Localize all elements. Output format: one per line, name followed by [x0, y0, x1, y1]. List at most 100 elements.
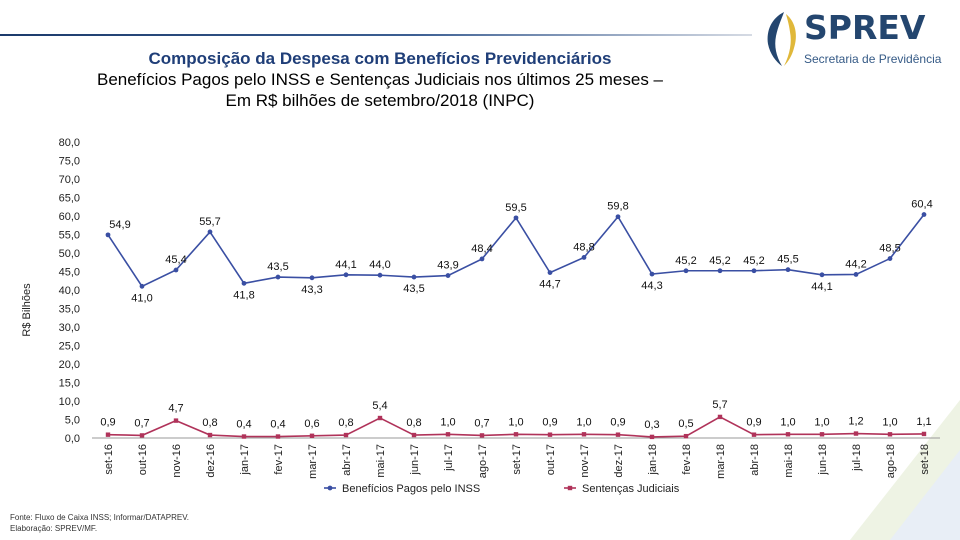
page-unit-note: Em R$ bilhões de setembro/2018 (INPC)	[225, 91, 535, 110]
data-point	[683, 268, 689, 274]
x-tick-label: ago-17	[477, 444, 489, 478]
sprev-logo-icon	[767, 12, 796, 66]
data-label: 1,2	[848, 416, 863, 428]
data-point	[785, 267, 791, 273]
data-label: 44,0	[369, 259, 390, 271]
data-label: 48,5	[879, 243, 900, 255]
data-label: 55,7	[199, 216, 220, 228]
data-point	[377, 415, 383, 421]
data-point	[343, 432, 349, 438]
data-point	[513, 215, 519, 221]
y-tick-label: 15,0	[59, 378, 80, 390]
y-tick-label: 55,0	[59, 230, 80, 242]
x-tick-label: jan-17	[239, 444, 251, 476]
header-rule	[0, 34, 752, 36]
data-label: 1,0	[780, 416, 795, 428]
x-tick-label: out-17	[545, 444, 557, 475]
legend-entry: Sentenças Judiciais	[582, 483, 680, 495]
data-label: 43,5	[267, 261, 288, 273]
legend-entry: Benefícios Pagos pelo INSS	[342, 483, 480, 495]
y-tick-label: 40,0	[59, 285, 80, 297]
data-point	[785, 432, 791, 437]
data-point	[683, 433, 689, 439]
x-tick-label: dez-17	[613, 444, 625, 478]
data-label: 54,9	[109, 219, 130, 231]
y-tick-label: 20,0	[59, 359, 80, 371]
data-point	[411, 432, 417, 438]
x-tick-label: mar-18	[715, 444, 727, 479]
data-label: 0,6	[304, 418, 319, 430]
data-point	[139, 433, 145, 438]
page-subtitle: Benefícios Pagos pelo INSS e Sentenças J…	[96, 70, 664, 89]
data-label: 1,0	[508, 416, 523, 428]
y-tick-label: 50,0	[59, 248, 80, 260]
y-tick-label: 80,0	[59, 137, 80, 149]
data-label: 0,9	[610, 417, 625, 429]
x-tick-label: out-16	[137, 444, 149, 475]
logo-subtitle: Secretaria de Previdência	[804, 52, 942, 66]
data-label: 0,8	[338, 417, 353, 429]
x-tick-label: nov-16	[171, 444, 183, 478]
data-point	[275, 434, 281, 439]
data-label: 1,0	[814, 416, 829, 428]
y-tick-label: 75,0	[59, 156, 80, 168]
data-point	[343, 272, 349, 278]
data-point	[615, 214, 621, 220]
data-point	[105, 232, 111, 238]
data-label: 48,8	[573, 241, 594, 253]
data-point	[445, 432, 451, 437]
logo-wordmark: SPREV	[804, 8, 926, 47]
data-label: 0,4	[236, 419, 251, 431]
data-point	[581, 255, 587, 260]
sprev-logo: SPREV Secretaria de Previdência	[762, 8, 952, 70]
x-tick-label: set-16	[103, 444, 115, 475]
data-point	[717, 268, 723, 274]
data-label: 4,7	[168, 403, 183, 415]
data-label: 45,2	[675, 255, 696, 267]
series-line	[107, 214, 925, 288]
data-point	[445, 273, 451, 278]
title-block: Composição da Despesa com Benefícios Pre…	[10, 48, 750, 111]
data-label: 0,3	[644, 419, 659, 431]
data-label: 0,9	[746, 417, 761, 429]
data-point	[207, 432, 213, 438]
data-point	[275, 274, 281, 280]
data-point	[853, 272, 859, 277]
data-point	[207, 229, 213, 235]
line-chart: 0,0 5,0 10,0 15,0 20,0 25,0 30,0 35,0 40,0 45,0 50…	[21, 137, 940, 495]
data-label: 45,2	[743, 255, 764, 267]
data-label: 59,5	[505, 202, 526, 214]
x-tick-label: jul-17	[443, 444, 455, 472]
y-tick-label: 5,0	[65, 415, 80, 427]
data-label: 43,5	[403, 283, 424, 295]
data-point	[105, 432, 111, 437]
x-tick-label: mai-17	[375, 444, 387, 478]
data-label: 59,8	[607, 201, 628, 213]
data-point	[479, 433, 485, 438]
data-point	[887, 256, 893, 261]
data-point	[173, 418, 179, 423]
data-label: 41,8	[233, 289, 254, 301]
x-tick-label: set-18	[919, 444, 931, 475]
data-label: 44,2	[845, 258, 866, 270]
data-point	[615, 432, 621, 437]
data-point	[751, 432, 757, 437]
data-point	[853, 431, 859, 436]
y-tick-label: 65,0	[59, 193, 80, 205]
x-tick-label: fev-17	[273, 444, 285, 475]
y-tick-label: 70,0	[59, 174, 80, 186]
footer: Fonte: Fluxo de Caixa INSS; Informar/DAT…	[10, 512, 189, 534]
y-tick-label: 45,0	[59, 267, 80, 279]
data-label: 44,1	[811, 281, 832, 293]
data-point	[547, 432, 553, 437]
data-point	[173, 267, 179, 273]
data-point	[241, 434, 247, 439]
legend-swatch-marker	[567, 485, 573, 491]
y-tick-label: 0,0	[65, 433, 80, 445]
footer-elaboration: Elaboração: SPREV/MF.	[10, 524, 98, 533]
data-label: 45,4	[165, 254, 186, 266]
data-point	[547, 270, 553, 276]
data-label: 1,0	[576, 416, 591, 428]
data-label: 5,4	[372, 400, 387, 412]
data-label: 0,4	[270, 419, 285, 431]
